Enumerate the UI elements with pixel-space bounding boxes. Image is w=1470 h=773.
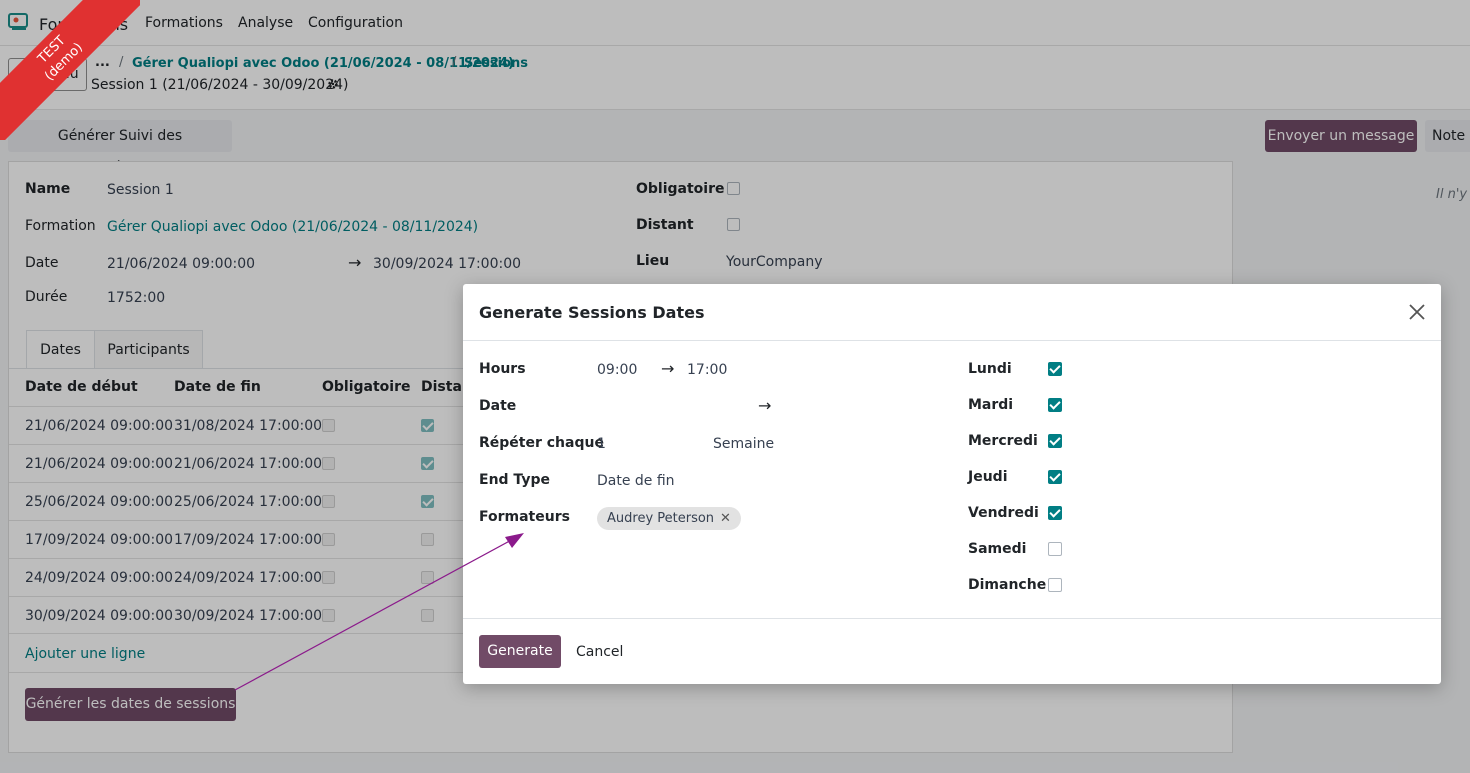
mercredi-checkbox[interactable] xyxy=(1048,434,1062,448)
menu-configuration[interactable]: Configuration xyxy=(308,15,403,31)
repeat-unit-select[interactable]: Semaine xyxy=(713,436,775,452)
col-header-start[interactable]: Date de début xyxy=(25,379,138,395)
duree-label: Durée xyxy=(25,289,68,305)
row-distant-checkbox xyxy=(421,495,434,508)
formation-label: Formation xyxy=(25,218,96,234)
date-end-field[interactable] xyxy=(783,398,933,418)
name-label: Name xyxy=(25,181,71,197)
dialog-footer: Generate Cancel xyxy=(463,618,1441,684)
date-label: Date xyxy=(479,398,517,414)
breadcrumb-formation[interactable]: Gérer Qualiopi avec Odoo (21/06/2024 - 0… xyxy=(132,56,514,71)
date-arrow-icon: → xyxy=(758,396,772,415)
obligatoire-checkbox[interactable] xyxy=(727,182,740,195)
col-header-distant[interactable]: Distan xyxy=(421,379,472,395)
breadcrumb-separator: / xyxy=(119,55,124,70)
row-obligatoire-checkbox xyxy=(322,495,335,508)
hours-label: Hours xyxy=(479,361,526,377)
add-line-link[interactable]: Ajouter une ligne xyxy=(25,646,146,662)
lundi-checkbox[interactable] xyxy=(1048,362,1062,376)
samedi-checkbox[interactable] xyxy=(1048,542,1062,556)
day-label-dimanche: Dimanche xyxy=(968,577,1047,593)
repeat-label: Répéter chaque xyxy=(479,435,604,451)
dialog-header: Generate Sessions Dates xyxy=(463,284,1441,341)
record-title: Session 1 (21/06/2024 - 30/09/2024) xyxy=(91,77,349,93)
row-distant-checkbox xyxy=(421,457,434,470)
end-type-select[interactable]: Date de fin xyxy=(597,473,675,489)
trainer-tag: Audrey Peterson ✕ xyxy=(597,507,741,530)
day-label-vendredi: Vendredi xyxy=(968,505,1039,521)
ribbon-banner: TEST (demo) xyxy=(0,0,140,140)
distant-label: Distant xyxy=(636,217,694,233)
end-type-label: End Type xyxy=(479,472,550,488)
breadcrumb-sessions[interactable]: Sessions xyxy=(464,56,529,71)
trainer-tag-label: Audrey Peterson xyxy=(607,511,715,526)
menu-analyse[interactable]: Analyse xyxy=(238,15,294,31)
obligatoire-label: Obligatoire xyxy=(636,181,725,197)
row-start: 24/09/2024 09:00:00 xyxy=(25,570,174,586)
row-obligatoire-checkbox xyxy=(322,419,335,432)
date-start-field[interactable]: 21/06/2024 09:00:00 xyxy=(107,256,256,272)
date-label: Date xyxy=(25,255,59,271)
row-start: 25/06/2024 09:00:00 xyxy=(25,494,174,510)
lieu-field[interactable]: YourCompany xyxy=(726,254,823,270)
breadcrumb-separator: / xyxy=(452,55,457,70)
row-end: 25/06/2024 17:00:00 xyxy=(174,494,323,510)
row-end: 21/06/2024 17:00:00 xyxy=(174,456,323,472)
note-button[interactable]: Note xyxy=(1425,120,1470,152)
hours-arrow-icon: → xyxy=(661,359,675,378)
row-start: 17/09/2024 09:00:00 xyxy=(25,532,174,548)
generate-session-dates-button[interactable]: Générer les dates de sessions xyxy=(25,688,236,721)
control-panel: Nouveau ... / Gérer Qualiopi avec Odoo (… xyxy=(0,46,1470,110)
cancel-button[interactable]: Cancel xyxy=(576,644,624,660)
lieu-label: Lieu xyxy=(636,253,670,269)
jeudi-checkbox[interactable] xyxy=(1048,470,1062,484)
dimanche-checkbox[interactable] xyxy=(1048,578,1062,592)
day-label-lundi: Lundi xyxy=(968,361,1012,377)
send-message-button[interactable]: Envoyer un message xyxy=(1265,120,1417,152)
hours-start-field[interactable]: 09:00 xyxy=(597,362,638,378)
row-end: 31/08/2024 17:00:00 xyxy=(174,418,323,434)
date-end-field[interactable]: 30/09/2024 17:00:00 xyxy=(373,256,522,272)
row-start: 21/06/2024 09:00:00 xyxy=(25,456,174,472)
generate-dates-dialog: Generate Sessions Dates Hours 09:00 → 17… xyxy=(463,284,1441,684)
date-start-field[interactable] xyxy=(597,398,747,418)
distant-checkbox[interactable] xyxy=(727,218,740,231)
breadcrumb-more[interactable]: ... xyxy=(95,55,110,70)
duree-field[interactable]: 1752:00 xyxy=(107,290,166,306)
menu-formations[interactable]: Formations xyxy=(145,15,223,31)
remove-tag-icon[interactable]: ✕ xyxy=(720,511,731,526)
repeat-interval-field[interactable]: 1 xyxy=(597,436,606,452)
row-distant-checkbox xyxy=(421,419,434,432)
formation-field[interactable]: Gérer Qualiopi avec Odoo (21/06/2024 - 0… xyxy=(107,219,479,235)
day-label-jeudi: Jeudi xyxy=(968,469,1008,485)
chatter-empty-text: Il n'y xyxy=(1436,187,1468,202)
test-ribbon: TEST (demo) xyxy=(0,0,140,140)
vendredi-checkbox[interactable] xyxy=(1048,506,1062,520)
row-start: 21/06/2024 09:00:00 xyxy=(25,418,174,434)
top-navbar: Formations Formations Analyse Configurat… xyxy=(0,0,1470,46)
day-label-samedi: Samedi xyxy=(968,541,1027,557)
close-icon[interactable] xyxy=(1407,302,1427,322)
col-header-obligatoire[interactable]: Obligatoire xyxy=(322,379,411,395)
app-icon[interactable] xyxy=(8,13,30,31)
row-obligatoire-checkbox xyxy=(322,457,335,470)
gear-icon[interactable] xyxy=(327,78,339,90)
day-label-mercredi: Mercredi xyxy=(968,433,1038,449)
generate-button[interactable]: Generate xyxy=(479,635,561,668)
mardi-checkbox[interactable] xyxy=(1048,398,1062,412)
trainers-label: Formateurs xyxy=(479,509,570,525)
hours-end-field[interactable]: 17:00 xyxy=(687,362,728,378)
dialog-title: Generate Sessions Dates xyxy=(479,303,705,322)
name-field[interactable]: Session 1 xyxy=(107,182,174,198)
row-start: 30/09/2024 09:00:00 xyxy=(25,608,174,624)
date-arrow-icon: → xyxy=(348,253,362,272)
col-header-end[interactable]: Date de fin xyxy=(174,379,261,395)
day-label-mardi: Mardi xyxy=(968,397,1014,413)
